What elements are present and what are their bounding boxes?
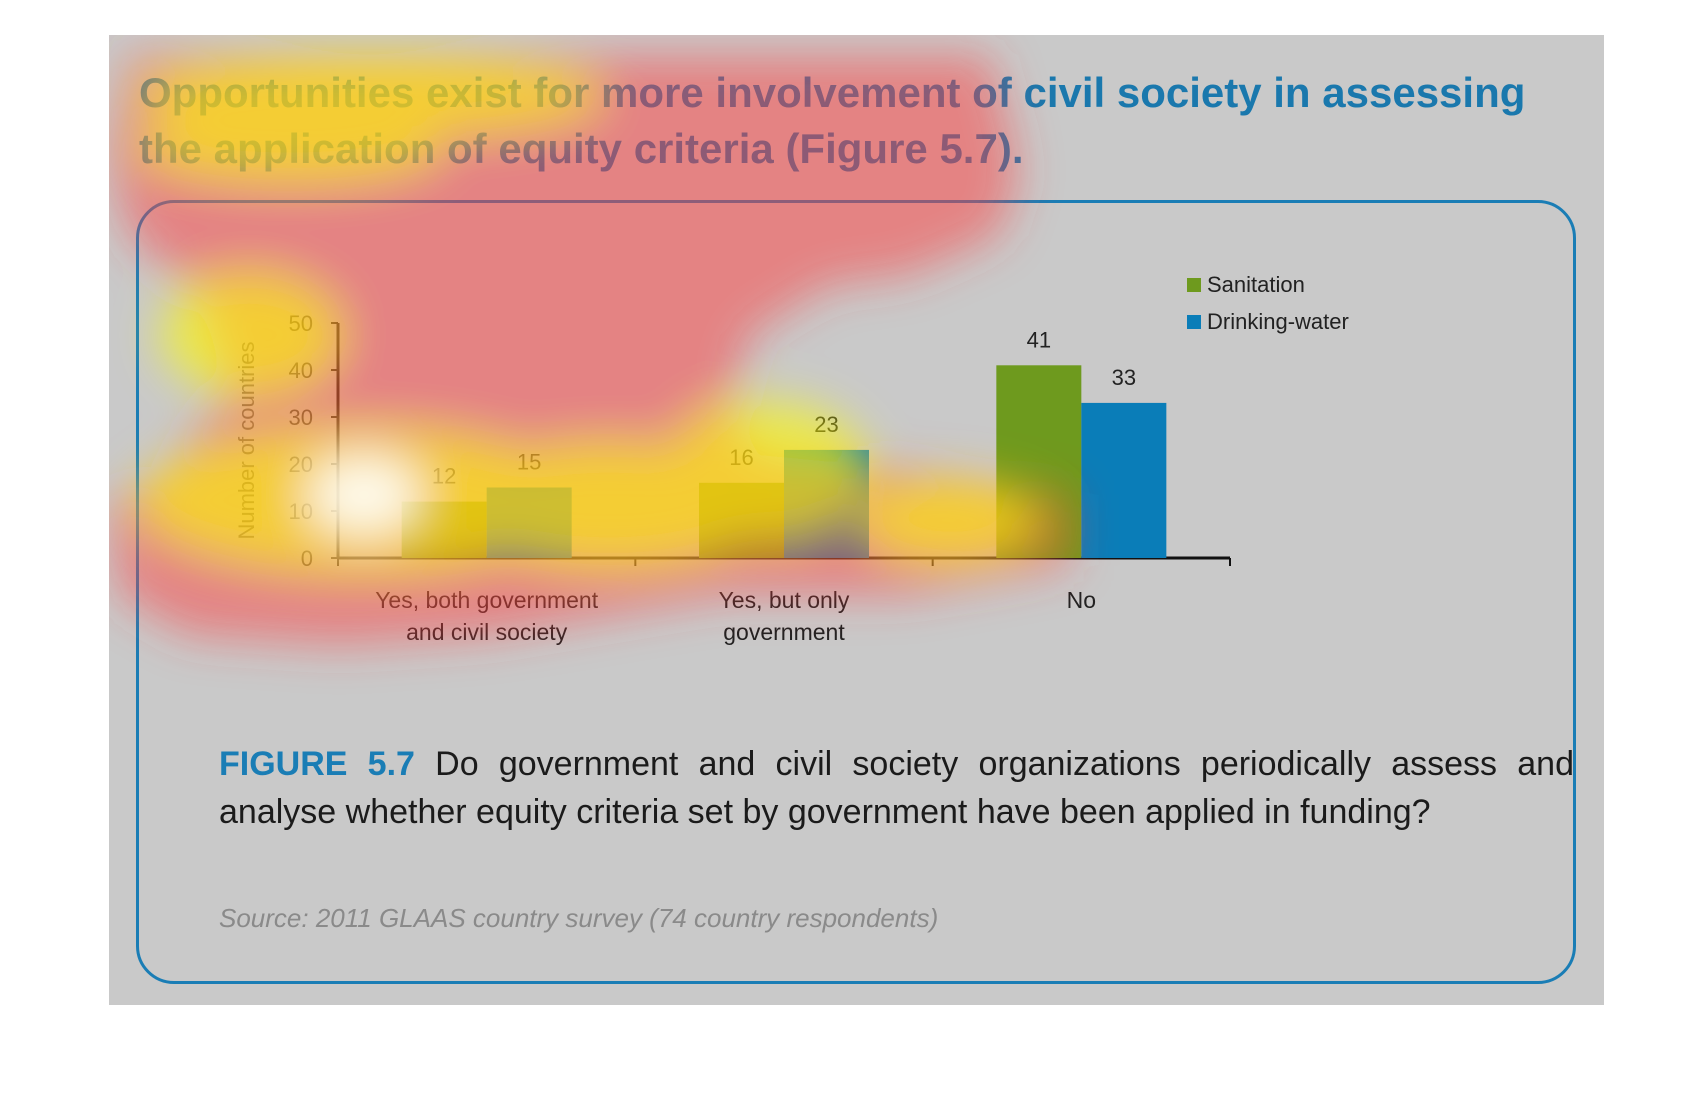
figure-panel: 0 10 20 30 40 50 Number of countries 12 15 Yes, b… — [136, 200, 1576, 984]
slide-headline: Opportunities exist for more involvement… — [139, 69, 1526, 172]
slide: Opportunities exist for more involvement… — [109, 35, 1604, 1005]
bar-drinking-water — [486, 487, 572, 558]
y-tick-label: 0 — [301, 546, 313, 571]
data-label: 33 — [1112, 365, 1136, 390]
data-label: 23 — [814, 412, 838, 437]
figure-caption-text: Do government and civil society organiza… — [219, 745, 1574, 831]
data-label: 12 — [432, 464, 456, 489]
x-category-label: and civil society — [406, 619, 568, 645]
y-tick-label: 30 — [289, 405, 313, 430]
figure-caption-label: FIGURE 5.7 — [219, 745, 415, 783]
bar-sanitation — [996, 365, 1082, 558]
figure-caption: FIGURE 5.7 Do government and civil socie… — [219, 740, 1574, 836]
data-label: 16 — [729, 445, 753, 470]
x-category-label: Yes, both government — [375, 587, 599, 613]
y-tick-label: 40 — [289, 358, 313, 383]
data-label: 15 — [517, 450, 541, 475]
legend-label: Sanitation — [1207, 272, 1305, 297]
legend-swatch — [1187, 315, 1201, 329]
y-axis-title: Number of countries — [234, 341, 259, 539]
bar-drinking-water — [784, 449, 869, 558]
bar-chart: 0 10 20 30 40 50 Number of countries 12 15 Yes, b… — [234, 272, 1349, 645]
y-tick-label: 20 — [289, 452, 313, 477]
figure-source: Source: 2011 GLAAS country survey (74 co… — [219, 903, 939, 933]
x-category-label: No — [1067, 587, 1096, 613]
data-label: 41 — [1027, 327, 1051, 352]
x-category-label: government — [723, 619, 845, 645]
bar-sanitation — [401, 501, 487, 558]
legend-swatch — [1187, 278, 1201, 292]
x-category-label: Yes, but only — [719, 587, 850, 613]
y-tick-label: 50 — [289, 311, 313, 336]
bar-sanitation — [699, 482, 784, 558]
y-tick-label: 10 — [289, 499, 313, 524]
legend-label: Drinking-water — [1207, 309, 1349, 334]
bar-drinking-water — [1081, 402, 1167, 558]
